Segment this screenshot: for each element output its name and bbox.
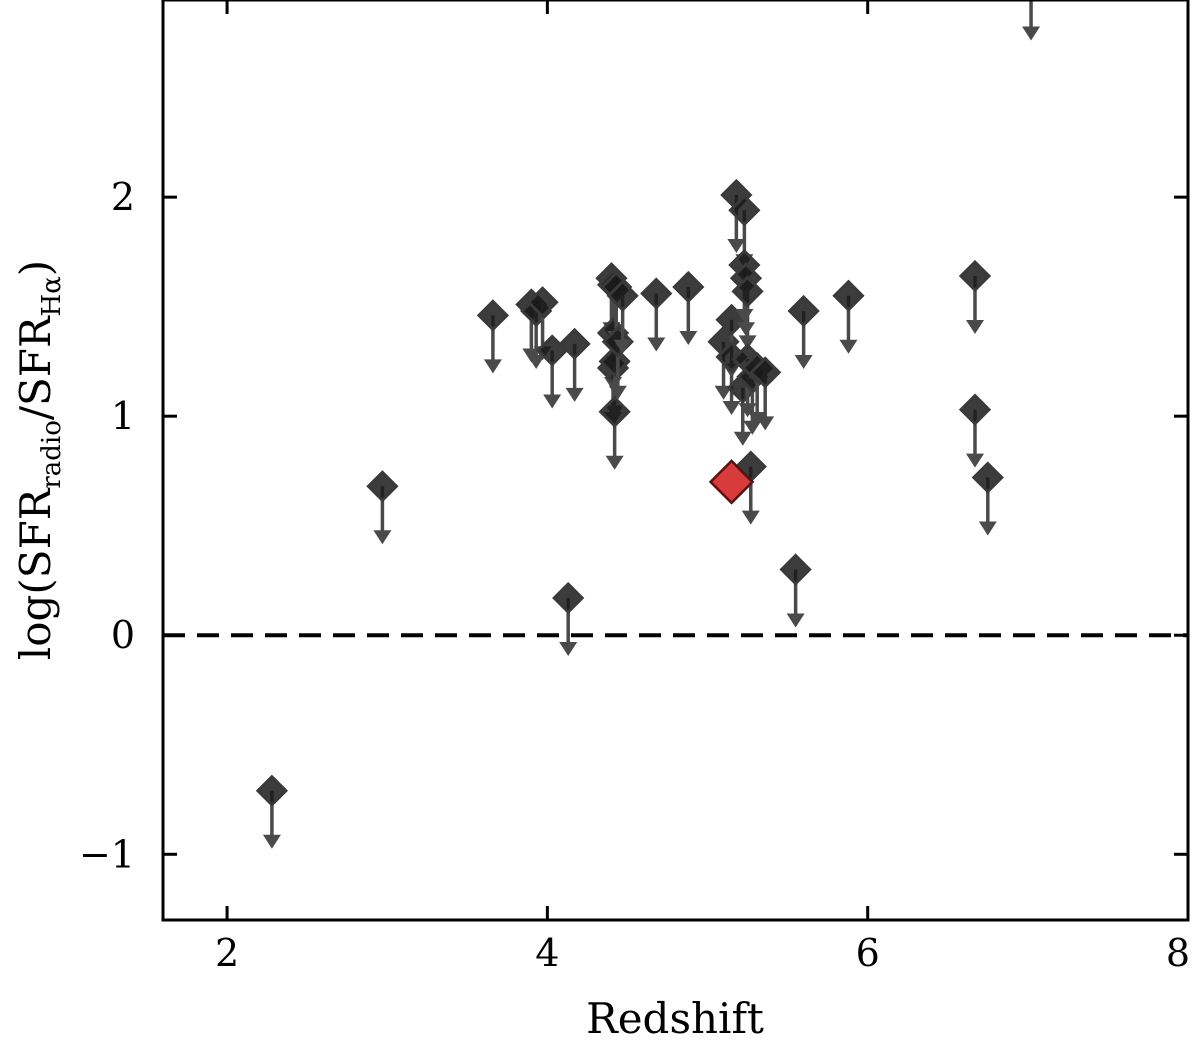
upper-limit-arrow-head xyxy=(613,339,632,354)
data-point-upper-limit xyxy=(476,299,510,374)
upper-limit-arrow-head xyxy=(722,401,741,416)
data-point-upper-limit xyxy=(672,270,705,345)
diamond-marker xyxy=(779,553,812,586)
data-point-upper-limit xyxy=(971,461,1004,536)
diamond-marker xyxy=(598,395,631,428)
upper-limit-arrow-head xyxy=(262,834,281,849)
diamond-marker xyxy=(558,327,591,361)
y-tick-label: −1 xyxy=(79,832,135,876)
y-axis-label: log(SFRradio/SFRHα) xyxy=(11,260,67,660)
upper-limit-arrow-head xyxy=(748,412,767,426)
data-point-upper-limit xyxy=(552,581,585,656)
diamond-marker xyxy=(672,270,705,304)
data-point-upper-limit xyxy=(366,470,399,545)
data-point-upper-limit xyxy=(787,294,820,370)
diamond-marker xyxy=(366,470,399,503)
y-tick-label: 2 xyxy=(111,175,135,219)
upper-limit-arrow-head xyxy=(543,394,562,409)
diamond-marker xyxy=(255,774,289,807)
upper-limit-arrow-head xyxy=(679,330,698,345)
data-point-upper-limit xyxy=(731,275,764,350)
diamond-marker xyxy=(958,259,992,293)
diamond-marker xyxy=(552,581,585,615)
upper-limit-arrow-head xyxy=(756,416,775,431)
upper-limit-arrow-head xyxy=(373,530,392,545)
upper-limit-arrow-head xyxy=(608,385,627,400)
data-point-upper-limit xyxy=(255,774,289,849)
y-axis-label-prefix: log(SFR xyxy=(11,487,60,660)
data-point-upper-limit xyxy=(640,277,673,352)
axis-ticks xyxy=(163,0,1190,920)
upper-limit-arrow-head xyxy=(559,642,578,656)
diamond-marker xyxy=(971,461,1004,494)
x-tick-label: 4 xyxy=(535,931,559,975)
diamond-marker xyxy=(728,194,761,227)
diamond-marker xyxy=(640,277,673,310)
x-tick-label: 8 xyxy=(1166,931,1190,975)
data-point-upper-limit xyxy=(832,279,865,354)
highlighted-diamond-marker xyxy=(708,459,755,505)
diamond-marker xyxy=(731,275,764,308)
diamond-marker xyxy=(749,356,782,389)
data-point-upper-limit xyxy=(958,259,992,334)
data-point-upper-limit xyxy=(1022,0,1041,41)
y-axis-label-suffix: ) xyxy=(11,260,60,276)
x-tick-label: 6 xyxy=(856,931,880,975)
y-axis-label-sub2: Hα xyxy=(37,276,67,316)
upper-limit-arrow-head xyxy=(647,337,666,352)
upper-limit-arrow-head xyxy=(965,453,984,468)
diamond-marker xyxy=(476,299,510,332)
upper-limit-arrow-head xyxy=(605,455,624,470)
diamond-marker xyxy=(598,345,631,378)
upper-limit-arrow-head xyxy=(794,355,813,370)
upper-limit-arrow-head xyxy=(565,387,584,402)
diamond-marker xyxy=(526,286,559,319)
y-axis-label-sub1: radio xyxy=(37,420,67,489)
data-point-upper-limit xyxy=(598,395,631,470)
upper-limit-arrow-head xyxy=(714,385,733,400)
data-point-upper-limit xyxy=(606,279,639,354)
data-point-upper-limit xyxy=(558,327,591,402)
upper-limit-arrow-head xyxy=(733,431,752,446)
tick-labels: 2 4 6 8 −1 0 1 2 xyxy=(79,175,1190,975)
x-tick-label: 2 xyxy=(215,931,239,975)
plot-area xyxy=(163,0,1188,849)
y-axis-label-middle: /SFR xyxy=(11,315,60,420)
plot-frame xyxy=(161,0,1190,922)
data-point-upper-limit xyxy=(779,553,812,628)
upper-limit-arrow-head xyxy=(483,359,502,374)
upper-limit-arrow-head xyxy=(978,521,997,536)
upper-limit-arrow-head xyxy=(727,238,746,253)
diamond-marker xyxy=(832,279,865,312)
upper-limit-arrow-head xyxy=(965,320,984,334)
diamond-marker xyxy=(787,294,820,328)
upper-limit-arrow-head xyxy=(786,613,805,628)
upper-limit-arrow-head xyxy=(1022,26,1041,41)
upper-limit-arrow-head xyxy=(839,339,858,354)
upper-limit-arrow-head xyxy=(527,355,546,370)
upper-limit-arrow-head xyxy=(741,510,760,525)
diamond-marker xyxy=(958,393,992,426)
data-point-upper-limit xyxy=(958,393,992,468)
upper-limit-arrow-head xyxy=(738,335,757,350)
x-axis-label: Redshift xyxy=(586,994,764,1043)
y-tick-label: 1 xyxy=(111,394,135,438)
data-point-upper-limit xyxy=(749,356,782,431)
y-tick-label: 0 xyxy=(111,613,135,657)
diamond-marker xyxy=(606,279,639,312)
